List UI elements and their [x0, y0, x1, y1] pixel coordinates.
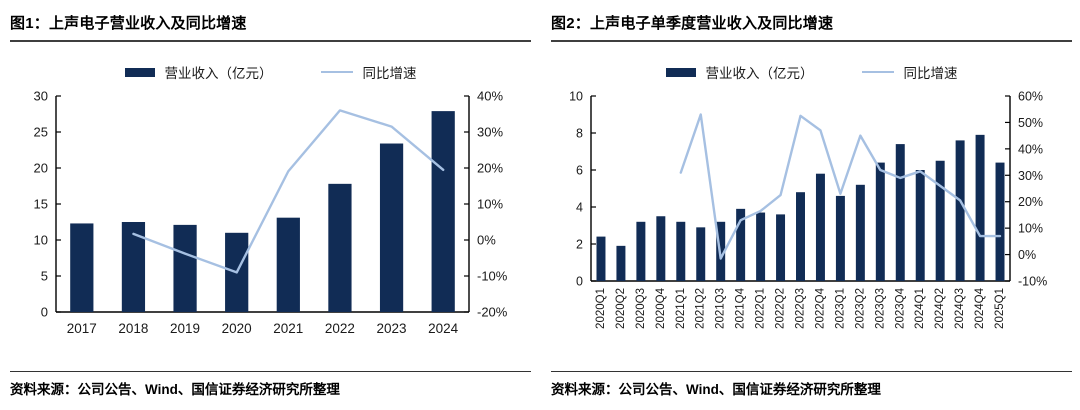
svg-text:30%: 30% [1018, 169, 1043, 183]
svg-text:60%: 60% [1018, 90, 1043, 104]
svg-text:2023Q1: 2023Q1 [834, 288, 846, 329]
svg-text:2020Q1: 2020Q1 [595, 288, 607, 329]
figure-2-panel: 图2：上声电子单季度营业收入及同比增速 营业收入（亿元） 同比增速 0 2 4 6 8 1… [551, 6, 1072, 406]
yoy-line-legend-swatch [861, 71, 894, 73]
svg-text:2020: 2020 [222, 321, 252, 336]
svg-text:2024Q4: 2024Q4 [974, 287, 986, 329]
svg-text:30: 30 [34, 89, 48, 104]
figure-1-footer: 资料来源：公司公告、Wind、国信证券经济研究所整理 [10, 371, 531, 406]
svg-text:2021Q4: 2021Q4 [735, 287, 747, 329]
svg-text:10%: 10% [1018, 222, 1043, 236]
svg-text:2025Q1: 2025Q1 [994, 288, 1006, 329]
svg-text:0: 0 [41, 305, 48, 320]
revenue-bar-legend-swatch [124, 67, 155, 77]
svg-text:4: 4 [576, 201, 583, 215]
svg-text:2024Q1: 2024Q1 [914, 288, 926, 329]
svg-text:2022Q2: 2022Q2 [775, 288, 787, 329]
svg-text:2019: 2019 [170, 321, 200, 336]
svg-text:2022Q1: 2022Q1 [755, 288, 767, 329]
figure-1-source-rule [10, 371, 531, 372]
figure-1-source-note: 资料来源：公司公告、Wind、国信证券经济研究所整理 [10, 382, 340, 397]
figure-1-title: 图1：上声电子营业收入及同比增速 [10, 15, 247, 32]
figure-2-title: 图2：上声电子单季度营业收入及同比增速 [551, 15, 834, 32]
svg-text:8: 8 [576, 127, 583, 141]
svg-text:40%: 40% [1018, 142, 1043, 156]
svg-text:2021: 2021 [273, 321, 303, 336]
svg-text:25: 25 [34, 125, 48, 140]
svg-text:20%: 20% [1018, 195, 1043, 209]
svg-text:2020Q3: 2020Q3 [635, 288, 647, 329]
figure-2-legend: 营业收入（亿元） 同比增速 [551, 62, 1072, 82]
svg-text:2024Q2: 2024Q2 [934, 288, 946, 329]
svg-text:10: 10 [569, 90, 583, 104]
revenue-bar-legend-swatch [665, 67, 696, 77]
figure-1-legend: 营业收入（亿元） 同比增速 [10, 62, 531, 82]
svg-text:2023: 2023 [377, 321, 407, 336]
yoy-line-legend-swatch [320, 71, 353, 73]
figure-2-source-note: 资料来源：公司公告、Wind、国信证券经济研究所整理 [551, 382, 881, 397]
svg-text:30%: 30% [477, 125, 503, 140]
svg-text:2022: 2022 [325, 321, 355, 336]
svg-text:-20%: -20% [477, 305, 508, 320]
svg-text:2020Q4: 2020Q4 [655, 287, 667, 329]
revenue-legend-label: 营业收入（亿元） [705, 66, 814, 81]
svg-text:-10%: -10% [1018, 275, 1047, 289]
svg-text:6: 6 [576, 164, 583, 178]
svg-text:0: 0 [576, 275, 583, 289]
figure-1-annual-revenue-chart: 0 5 10 15 20 25 30 -20% -10% 0% 10% 20% 30% 40% 2017 20… [34, 89, 508, 337]
svg-text:2021Q3: 2021Q3 [715, 288, 727, 329]
revenue-legend-label: 营业收入（亿元） [164, 66, 273, 81]
svg-text:2024: 2024 [428, 321, 459, 336]
svg-text:40%: 40% [477, 89, 503, 104]
figure-2-footer: 资料来源：公司公告、Wind、国信证券经济研究所整理 [551, 371, 1072, 406]
svg-text:2022Q4: 2022Q4 [814, 287, 826, 329]
figure-1-title-rule [10, 40, 531, 42]
svg-text:10%: 10% [477, 197, 503, 212]
svg-text:2023Q4: 2023Q4 [894, 287, 906, 329]
svg-text:0%: 0% [477, 233, 496, 248]
figure-2-source-rule [551, 371, 1072, 372]
svg-text:15: 15 [34, 197, 48, 212]
figure-2-quarterly-revenue-chart: 0 2 4 6 8 10 -10% 0% 10% 20% 30% 40% 50% 60% 2020Q1 202… [569, 90, 1047, 329]
figure-2-title-rule [551, 40, 1072, 42]
svg-text:-10%: -10% [477, 269, 508, 284]
svg-text:2023Q3: 2023Q3 [874, 288, 886, 329]
svg-text:2023Q2: 2023Q2 [854, 288, 866, 329]
yoy-legend-label: 同比增速 [362, 66, 417, 81]
svg-text:10: 10 [34, 233, 48, 248]
svg-text:2020Q2: 2020Q2 [615, 288, 627, 329]
svg-text:20: 20 [34, 161, 48, 176]
svg-text:2018: 2018 [118, 321, 148, 336]
figure-1-panel: 图1：上声电子营业收入及同比增速 营业收入（亿元） 同比增速 0 5 10 15 20 2… [10, 6, 531, 406]
svg-text:20%: 20% [477, 161, 503, 176]
svg-text:0%: 0% [1018, 248, 1036, 262]
svg-text:2024Q3: 2024Q3 [954, 288, 966, 329]
svg-text:50%: 50% [1018, 116, 1043, 130]
yoy-legend-label: 同比增速 [903, 66, 958, 81]
svg-text:2021Q1: 2021Q1 [675, 288, 687, 329]
svg-text:2021Q2: 2021Q2 [695, 288, 707, 329]
svg-text:2022Q3: 2022Q3 [795, 288, 807, 329]
svg-text:2017: 2017 [67, 321, 97, 336]
svg-text:5: 5 [41, 269, 48, 284]
svg-text:2: 2 [576, 238, 583, 252]
